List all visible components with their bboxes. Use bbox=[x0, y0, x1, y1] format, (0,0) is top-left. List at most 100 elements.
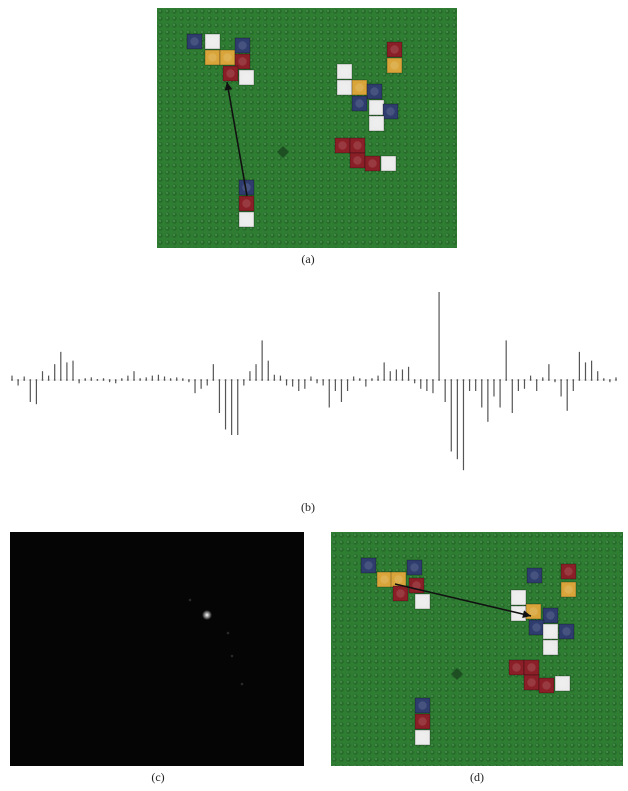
brick-navy bbox=[542, 607, 559, 624]
brick-navy bbox=[414, 697, 431, 714]
signal-sample-dot bbox=[163, 379, 166, 381]
brick-red bbox=[386, 41, 403, 58]
brick-white bbox=[380, 155, 397, 172]
signal-sample-dot bbox=[395, 379, 398, 381]
brick-red bbox=[222, 65, 239, 82]
correlation-map bbox=[10, 532, 304, 766]
caption-c: (c) bbox=[151, 770, 165, 784]
signal-sample-dot bbox=[261, 379, 264, 381]
faint-peak bbox=[188, 598, 192, 602]
brick-red bbox=[238, 195, 255, 212]
signal-sample-dot bbox=[334, 379, 337, 381]
signal-sample-dot bbox=[389, 379, 392, 381]
brick-red bbox=[523, 659, 540, 676]
brick-navy bbox=[351, 95, 368, 112]
caption-d: (d) bbox=[470, 770, 484, 784]
panel-c-image bbox=[10, 532, 304, 766]
signal-sample-dot bbox=[41, 379, 44, 381]
brick-yellow bbox=[525, 603, 542, 620]
signal-sample-dot bbox=[188, 379, 190, 381]
center-marker bbox=[451, 668, 463, 680]
signal-stem-plot bbox=[11, 292, 617, 471]
motion-arrow bbox=[224, 81, 248, 197]
signal-sample-dot bbox=[72, 379, 74, 381]
lego-scene-d bbox=[331, 532, 623, 766]
signal-sample-dot bbox=[139, 379, 142, 381]
signal-sample-dot bbox=[84, 379, 87, 381]
brick-white bbox=[336, 63, 353, 80]
signal-sample-dot bbox=[584, 379, 587, 381]
signal-sample-dot bbox=[133, 379, 135, 381]
signal-sample-dot bbox=[383, 379, 386, 381]
signal-sample-dot bbox=[303, 379, 306, 381]
signal-sample-dot bbox=[340, 379, 343, 381]
brick-white bbox=[414, 593, 431, 610]
signal-sample-dot bbox=[352, 379, 355, 381]
signal-sample-dot bbox=[212, 379, 215, 381]
signal-sample-dot bbox=[206, 379, 209, 381]
signal-sample-dot bbox=[560, 379, 562, 381]
signal-sample-dot bbox=[194, 379, 196, 381]
signal-sample-dot bbox=[572, 379, 575, 381]
signal-sample-dot bbox=[456, 379, 459, 381]
faint-peak bbox=[230, 654, 234, 658]
signal-sample-dot bbox=[511, 379, 514, 381]
signal-sample-dot bbox=[444, 379, 447, 381]
correlation-peak bbox=[202, 610, 212, 620]
brick-red bbox=[364, 155, 381, 172]
brick-white bbox=[336, 79, 353, 96]
signal-sample-dot bbox=[291, 379, 294, 381]
signal-sample-dot bbox=[468, 379, 471, 381]
signal-sample-dot bbox=[17, 379, 20, 381]
signal-sample-dot bbox=[151, 379, 154, 381]
signal-sample-dot bbox=[474, 379, 477, 381]
signal-sample-dot bbox=[401, 379, 404, 381]
brick-navy bbox=[360, 557, 377, 574]
brick-white bbox=[542, 639, 559, 656]
signal-sample-dot bbox=[145, 379, 148, 381]
brick-red bbox=[560, 563, 577, 580]
brick-navy bbox=[526, 567, 543, 584]
caption-b: (b) bbox=[301, 500, 315, 514]
signal-sample-dot bbox=[517, 379, 520, 381]
signal-sample-dot bbox=[322, 379, 325, 381]
signal-sample-dot bbox=[547, 379, 550, 381]
brick-navy bbox=[366, 83, 383, 100]
brick-red bbox=[523, 674, 540, 691]
brick-red bbox=[349, 152, 366, 169]
brick-white bbox=[510, 589, 527, 606]
signal-sample-dot bbox=[578, 379, 581, 381]
brick-yellow bbox=[351, 79, 368, 96]
signal-sample-dot bbox=[255, 379, 257, 381]
panel-d-image bbox=[331, 532, 623, 766]
brick-white bbox=[204, 33, 221, 50]
brick-yellow bbox=[560, 581, 577, 598]
brick-navy bbox=[234, 37, 251, 54]
signal-sample-dot bbox=[462, 379, 465, 381]
brick-yellow bbox=[386, 57, 403, 74]
signal-sample-dot bbox=[181, 379, 184, 381]
signal-sample-dot bbox=[432, 379, 434, 381]
signal-sample-dot bbox=[23, 379, 26, 381]
signal-sample-dot bbox=[127, 379, 129, 381]
faint-peak bbox=[240, 682, 244, 686]
brick-red bbox=[334, 137, 351, 154]
signal-sample-dot bbox=[486, 379, 489, 381]
motion-arrow bbox=[394, 583, 532, 618]
signal-sample-dot bbox=[590, 379, 593, 381]
brick-red bbox=[392, 585, 409, 602]
brick-navy bbox=[558, 623, 575, 640]
correlation-background bbox=[10, 532, 304, 766]
signal-sample-dot bbox=[615, 379, 617, 381]
brick-white bbox=[542, 623, 559, 640]
signal-sample-dot bbox=[35, 379, 38, 381]
signal-sample-dot bbox=[505, 379, 508, 381]
signal-sample-dot bbox=[523, 379, 526, 381]
signal-sample-dot bbox=[29, 379, 32, 381]
signal-sample-dot bbox=[157, 379, 160, 381]
brick-navy bbox=[406, 559, 423, 576]
signal-sample-dot bbox=[596, 379, 599, 381]
signal-sample-dot bbox=[230, 379, 233, 381]
panel-b-signal bbox=[6, 285, 622, 495]
signal-sample-dot bbox=[285, 379, 288, 381]
